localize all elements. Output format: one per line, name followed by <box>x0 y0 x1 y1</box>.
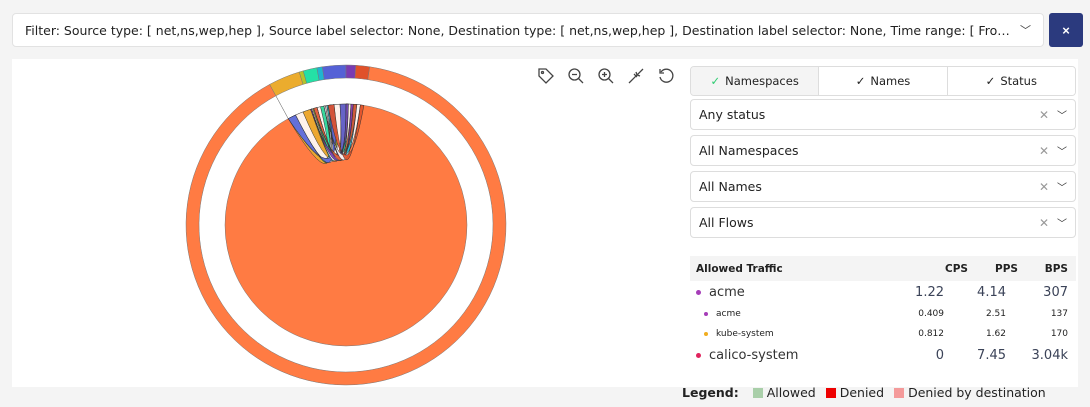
check-icon: ✓ <box>985 74 996 88</box>
table-row[interactable]: kube-system 0.812 1.62 170 <box>690 324 1076 344</box>
outer-segment[interactable] <box>322 64 347 80</box>
traffic-ring[interactable] <box>275 95 283 108</box>
check-icon: ✓ <box>855 74 866 88</box>
tab-label: Names <box>870 74 911 88</box>
outer-segment[interactable] <box>345 64 357 79</box>
tab-label: Namespaces <box>725 74 799 88</box>
header-bps: BPS <box>1044 262 1068 275</box>
outer-segment-main[interactable] <box>185 66 507 386</box>
table-row[interactable]: acme 1.22 4.14 307 <box>690 281 1076 304</box>
table-header: Allowed Traffic CPS PPS BPS <box>690 256 1076 281</box>
header-pps: PPS <box>995 262 1018 275</box>
row-pps: 7.45 <box>977 348 1006 363</box>
select-value: All Names <box>699 179 762 194</box>
namespace-dot-icon <box>696 353 701 358</box>
row-cps: 1.22 <box>915 285 944 300</box>
legend-swatch-denied <box>825 387 836 398</box>
clear-icon[interactable]: ✕ <box>1038 107 1049 122</box>
chevron-down-icon[interactable]: ﹀ <box>1057 147 1067 158</box>
clear-filter-button[interactable]: × <box>1049 13 1083 47</box>
clear-icon[interactable]: ✕ <box>1038 215 1049 230</box>
outer-segment[interactable] <box>354 65 370 80</box>
chord-ribbon[interactable] <box>327 104 365 160</box>
namespace-dot-icon <box>704 332 708 336</box>
outer-segment[interactable] <box>269 71 304 97</box>
traffic-table: Allowed Traffic CPS PPS BPS acme 1.22 4.14… <box>690 256 1076 367</box>
legend-title: Legend: <box>682 385 739 400</box>
legend-swatch-allowed <box>752 387 763 398</box>
namespace-select[interactable]: All Namespaces ✕ ﹀ <box>690 135 1076 166</box>
header-name: Allowed Traffic <box>696 262 783 275</box>
chord-diagram[interactable] <box>12 59 682 387</box>
row-cps: 0.409 <box>918 309 944 319</box>
status-select[interactable]: Any status ✕ ﹀ <box>690 99 1076 130</box>
filter-summary-dropdown[interactable]: Filter: Source type: [ net,ns,wep,hep ],… <box>12 13 1044 47</box>
namespace-dot-icon <box>696 290 701 295</box>
view-tabs: ✓ Namespaces ✓ Names ✓ Status <box>690 66 1076 96</box>
flow-visualization-panel: ✓ Namespaces ✓ Names ✓ Status Any status ✕ ﹀ … <box>12 59 1078 387</box>
row-name: acme <box>716 309 741 319</box>
row-pps: 1.62 <box>985 329 1006 339</box>
row-name: acme <box>709 285 745 300</box>
tag-icon[interactable] <box>537 67 555 85</box>
clear-icon[interactable]: ✕ <box>1038 143 1049 158</box>
legend-label: Denied by destination <box>908 385 1046 400</box>
chevron-down-icon: ﹀ <box>1020 24 1031 37</box>
chevron-down-icon[interactable]: ﹀ <box>1057 111 1067 122</box>
row-name: calico-system <box>709 348 799 363</box>
tab-status[interactable]: ✓ Status <box>947 67 1075 95</box>
allowed-ring[interactable] <box>281 107 289 119</box>
zoom-out-icon[interactable] <box>567 67 585 85</box>
header-cps: CPS <box>945 262 968 275</box>
legend-label: Allowed <box>766 385 816 400</box>
tab-namespaces[interactable]: ✓ Namespaces <box>691 67 820 95</box>
select-value: All Namespaces <box>699 143 799 158</box>
reset-icon[interactable] <box>657 67 675 85</box>
row-name: kube-system <box>716 329 774 339</box>
select-value: Any status <box>699 107 766 122</box>
chevron-down-icon[interactable]: ﹀ <box>1057 219 1067 230</box>
select-value: All Flows <box>699 215 754 230</box>
flow-select[interactable]: All Flows ✕ ﹀ <box>690 207 1076 238</box>
row-bps: 3.04k <box>1031 348 1068 363</box>
tab-names[interactable]: ✓ Names <box>819 67 948 95</box>
zoom-in-icon[interactable] <box>597 67 615 85</box>
tab-label: Status <box>1000 74 1037 88</box>
check-icon: ✓ <box>710 74 721 88</box>
legend: Legend: Allowed Denied Denied by destina… <box>682 385 1046 400</box>
row-cps: 0 <box>935 348 944 363</box>
row-cps: 0.812 <box>918 329 944 339</box>
name-select[interactable]: All Names ✕ ﹀ <box>690 171 1076 202</box>
filter-text: Filter: Source type: [ net,ns,wep,hep ],… <box>25 22 1012 38</box>
row-bps: 170 <box>1050 329 1068 339</box>
table-row[interactable]: acme 0.409 2.51 137 <box>690 304 1076 324</box>
row-bps: 137 <box>1050 309 1068 319</box>
row-bps: 307 <box>1043 285 1068 300</box>
legend-swatch-denied-by-destination <box>894 387 905 398</box>
collapse-icon[interactable] <box>627 67 645 85</box>
row-pps: 2.51 <box>985 309 1006 319</box>
legend-label: Denied <box>839 385 885 400</box>
table-row[interactable]: calico-system 0 7.45 3.04k <box>690 344 1076 367</box>
clear-icon[interactable]: ✕ <box>1038 179 1049 194</box>
namespace-dot-icon <box>704 312 708 316</box>
row-pps: 4.14 <box>977 285 1006 300</box>
chevron-down-icon[interactable]: ﹀ <box>1057 183 1067 194</box>
